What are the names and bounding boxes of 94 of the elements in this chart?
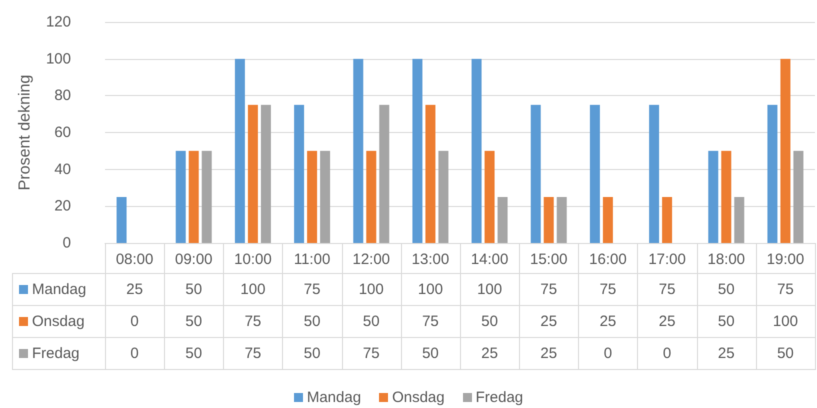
bar <box>379 104 390 243</box>
bar <box>176 150 186 243</box>
bar <box>544 196 554 243</box>
data-label: 100 <box>342 273 402 306</box>
data-label: 50 <box>400 337 461 370</box>
x-tick-label: 12:00 <box>352 251 390 268</box>
bar <box>530 104 541 243</box>
y-tick-label: 100 <box>46 50 71 68</box>
data-label: 75 <box>223 305 284 338</box>
bar <box>307 150 318 243</box>
legend-label: Fredag <box>476 389 524 406</box>
data-label: 75 <box>342 337 402 370</box>
data-label: 0 <box>638 337 698 370</box>
bar <box>353 58 364 243</box>
data-label: 50 <box>460 305 520 338</box>
data-label: 100 <box>223 273 284 306</box>
bar <box>793 150 804 243</box>
bar <box>721 150 732 243</box>
data-label: 50 <box>696 273 757 306</box>
text: Fredag <box>32 344 80 362</box>
data-label: 50 <box>342 305 402 338</box>
data-label: 25 <box>519 305 580 338</box>
data-label: 50 <box>696 305 757 338</box>
x-tick-label: 10:00 <box>234 251 272 268</box>
data-label: 25 <box>696 337 757 370</box>
data-label: 0 <box>105 305 166 338</box>
data-label: 25 <box>578 305 638 338</box>
data-label: 75 <box>400 305 461 338</box>
data-label: 50 <box>282 337 343 370</box>
text: Onsdag <box>392 389 445 406</box>
bar <box>484 150 495 243</box>
x-tick-label: 15:00 <box>530 251 568 268</box>
data-label: 100 <box>460 273 520 306</box>
bar <box>472 58 482 243</box>
bar <box>202 150 212 243</box>
x-tick-label: 13:00 <box>412 251 450 268</box>
bar <box>438 150 448 243</box>
bar <box>320 150 330 243</box>
bar <box>248 104 258 243</box>
bar <box>260 104 271 243</box>
y-tick-label: 80 <box>54 87 71 104</box>
y-tick-label: 60 <box>54 124 71 141</box>
legend-label: Onsdag <box>32 312 85 330</box>
data-label: 75 <box>519 273 580 306</box>
data-label: 75 <box>223 337 284 370</box>
data-label: 50 <box>756 337 816 370</box>
data-label: 75 <box>638 273 698 306</box>
data-label: 25 <box>638 305 698 338</box>
bar <box>708 150 718 243</box>
data-label: 50 <box>164 273 224 306</box>
data-label: 75 <box>578 273 638 306</box>
bar <box>412 58 422 243</box>
bar <box>366 150 376 243</box>
y-tick-label: 40 <box>54 160 71 178</box>
data-label: 0 <box>105 337 166 370</box>
x-tick-label: 08:00 <box>116 251 154 268</box>
y-tick-label: 0 <box>62 234 71 252</box>
data-label: 25 <box>105 273 166 306</box>
y-tick-label: 120 <box>46 14 71 30</box>
x-tick-label: 19:00 <box>766 251 804 268</box>
x-tick-label: 16:00 <box>589 251 627 268</box>
x-tick-label: 14:00 <box>470 251 508 268</box>
data-label: 25 <box>519 337 580 370</box>
data-label: 50 <box>282 305 343 338</box>
data-label: 75 <box>756 273 816 306</box>
bar <box>294 104 304 243</box>
bar <box>188 150 199 243</box>
data-label: 25 <box>460 337 520 370</box>
bar <box>767 104 778 243</box>
bar <box>662 196 672 243</box>
bar <box>234 58 245 243</box>
bar <box>649 104 660 243</box>
data-label: 100 <box>400 273 461 306</box>
data-label: 100 <box>756 305 816 338</box>
legend-label: Mandag <box>32 281 86 298</box>
data-label: 0 <box>578 337 638 370</box>
x-tick-label: 17:00 <box>648 251 686 268</box>
y-axis-title: Prosent dekning <box>16 74 34 190</box>
bar <box>116 196 127 243</box>
data-label: 75 <box>282 273 343 306</box>
x-tick-label: 09:00 <box>174 251 213 268</box>
bar <box>780 58 790 243</box>
bar <box>556 196 567 243</box>
bar <box>734 196 744 243</box>
data-label: 50 <box>164 305 224 338</box>
bar <box>590 104 600 243</box>
y-tick-label: 20 <box>54 198 71 215</box>
text: Mandag <box>306 389 362 406</box>
bar <box>602 196 613 243</box>
data-label: 50 <box>164 337 224 370</box>
x-tick-label: 18:00 <box>707 251 746 268</box>
bar <box>498 196 508 243</box>
x-tick-label: 11:00 <box>294 251 330 268</box>
bar <box>425 104 436 243</box>
